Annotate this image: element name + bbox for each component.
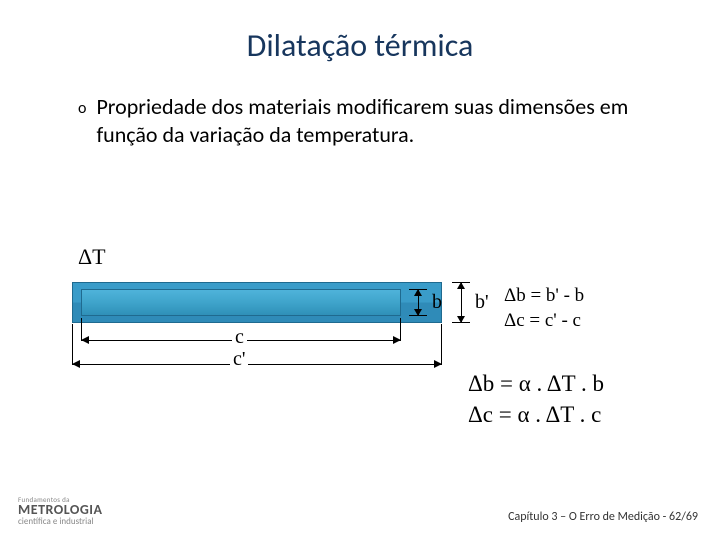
equations-formulas: Δb = α . ΔT . b Δc = α . ΔT . c [468,368,604,430]
dimension-b-prime [452,282,470,323]
label-b-prime: b' [475,291,489,314]
dimension-c-prime [72,360,442,374]
diagram: ΔT b b' c c' Δb = b' - b Δc = c' - c Δb … [72,244,632,474]
bullet-text: Propriedade dos materiais modificarem su… [96,93,660,148]
eq-db-def: Δb = b' - b [504,284,584,309]
slide-title: Dilatação térmica [0,0,720,65]
bullet-item: o Propriedade dos materiais modificarem … [0,65,720,148]
equations-definitions: Δb = b' - b Δc = c' - c [504,284,584,333]
eq-db-formula: Δb = α . ΔT . b [468,368,604,399]
bar-original [81,289,401,316]
label-c-prime: c' [230,348,248,371]
label-b: b [432,291,442,314]
dimension-b [409,289,427,316]
footer-brand-name: METROLOGIA [18,503,103,517]
label-delta-t: ΔT [78,244,106,270]
footer-page: Capítulo 3 – O Erro de Medição - 62/69 [508,510,698,524]
footer-brand: Fundamentos da METROLOGIA científica e i… [18,496,103,526]
label-c: c [232,326,247,349]
eq-dc-formula: Δc = α . ΔT . c [468,399,604,430]
footer-sub: científica e industrial [18,517,103,526]
eq-dc-def: Δc = c' - c [504,309,584,334]
bullet-marker: o [78,99,86,118]
